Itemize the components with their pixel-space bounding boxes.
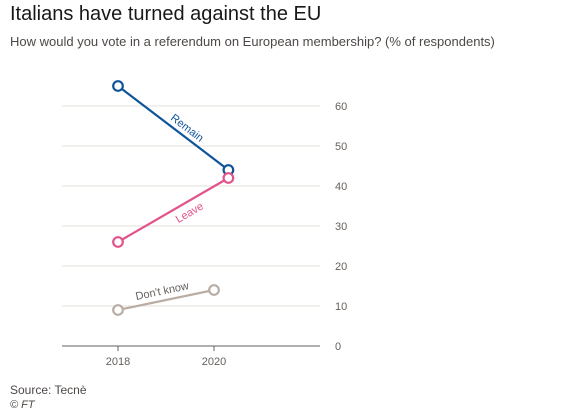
data-point-dont_know [208, 284, 220, 296]
y-tick-label: 30 [335, 221, 347, 233]
x-tick-label: 2020 [202, 356, 226, 368]
y-tick-label: 10 [335, 301, 347, 313]
y-tick-label: 50 [335, 141, 347, 153]
series-label-dont_know: Don't know [135, 280, 190, 303]
gridlines [62, 105, 320, 347]
y-tick-label: 20 [335, 261, 347, 273]
series-line-dont_know [117, 288, 215, 312]
series-line-leave [117, 177, 229, 243]
series-lines [112, 80, 235, 316]
chart-subtitle: How would you vote in a referendum on Eu… [10, 34, 495, 49]
series-line-remain [117, 85, 230, 171]
y-tick-label: 60 [335, 101, 347, 113]
y-tick-label: 0 [335, 341, 341, 353]
x-tick-label: 2018 [106, 356, 130, 368]
copyright-credit: © FT [10, 399, 35, 411]
series-label-leave: Leave [174, 200, 206, 225]
data-point-dont_know [112, 304, 124, 316]
data-point-remain [112, 80, 124, 92]
y-tick-label: 40 [335, 181, 347, 193]
data-point-leave [112, 236, 124, 248]
chart-title: Italians have turned against the EU [10, 3, 322, 25]
y-axis-ticks: 0 10 20 30 40 50 60 [335, 101, 347, 353]
source-note: Source: Tecnè [10, 383, 87, 397]
x-axis-ticks: 2018 2020 [106, 346, 226, 368]
data-point-leave [222, 172, 235, 184]
